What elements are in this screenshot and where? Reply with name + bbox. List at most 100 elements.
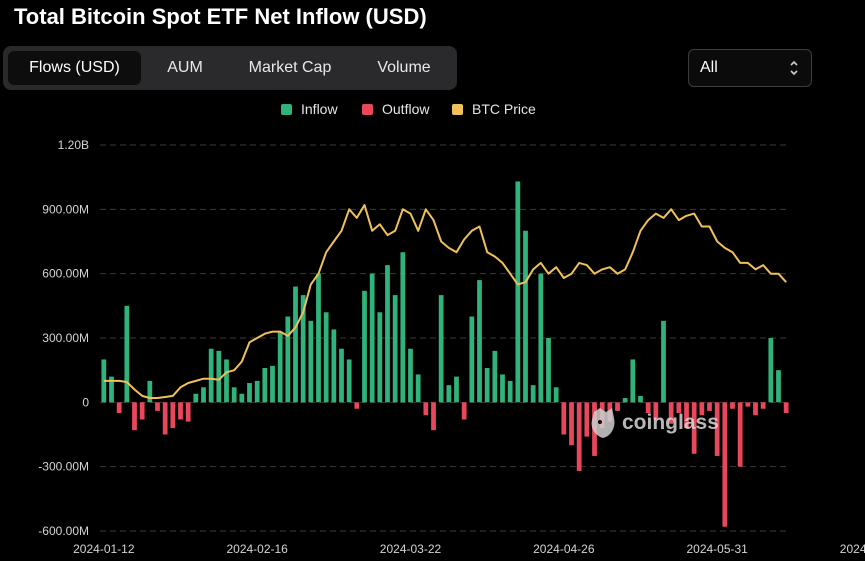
legend-item-outflow[interactable]: Outflow [362, 101, 429, 117]
outflow-bar[interactable] [170, 402, 176, 429]
outflow-bar[interactable] [584, 402, 590, 437]
outflow-bar[interactable] [760, 402, 766, 409]
outflow-bar[interactable] [783, 402, 789, 414]
inflow-bar[interactable] [400, 252, 406, 403]
inflow-bar[interactable] [530, 385, 536, 403]
outflow-bar[interactable] [116, 402, 122, 414]
x-tick-label: 2024-01-12 [73, 542, 135, 556]
inflow-bar[interactable] [638, 395, 643, 403]
inflow-bar[interactable] [454, 376, 459, 403]
inflow-bar[interactable] [201, 387, 206, 403]
inflow-bar[interactable] [661, 320, 666, 403]
outflow-bar[interactable] [576, 402, 582, 471]
inflow-bar[interactable] [323, 312, 329, 403]
inflow-bar[interactable] [239, 393, 245, 403]
tab-market-cap[interactable]: Market Cap [248, 59, 332, 76]
outflow-bar[interactable] [737, 402, 743, 467]
inflow-bar[interactable] [300, 295, 306, 403]
inflow-bar[interactable] [231, 387, 237, 403]
outflow-bar[interactable] [561, 402, 567, 435]
inflow-bar[interactable] [362, 290, 367, 403]
inflow-bar[interactable] [546, 338, 551, 403]
outflow-bar[interactable] [615, 402, 620, 411]
outflow-bar[interactable] [753, 402, 758, 416]
outflow-bar[interactable] [684, 402, 689, 429]
outflow-bar[interactable] [569, 402, 574, 446]
inflow-bar[interactable] [415, 374, 421, 403]
outflow-bar[interactable] [645, 402, 651, 414]
inflow-bar[interactable] [768, 338, 774, 403]
inflow-bar[interactable] [193, 393, 199, 403]
outflow-bar[interactable] [139, 402, 145, 420]
outflow-bar[interactable] [730, 402, 735, 409]
inflow-bar[interactable] [377, 312, 383, 403]
inflow-bar[interactable] [492, 350, 498, 403]
outflow-bar[interactable] [162, 402, 168, 435]
time-range-select[interactable]: All [688, 49, 812, 87]
inflow-bar[interactable] [622, 398, 628, 403]
inflow-bar[interactable] [776, 370, 781, 403]
inflow-bar[interactable] [285, 316, 291, 403]
outflow-bar[interactable] [745, 402, 751, 407]
inflow-bar[interactable] [293, 286, 298, 403]
inflow-bar[interactable] [369, 273, 375, 403]
inflow-bar[interactable] [515, 181, 521, 403]
outflow-bar[interactable] [691, 402, 697, 454]
coinglass-logo-icon [591, 408, 615, 438]
outflow-bar[interactable] [699, 402, 705, 416]
inflow-bar[interactable] [262, 368, 268, 403]
inflow-bar[interactable] [316, 273, 321, 403]
x-tick-label: 2024-02-16 [226, 542, 288, 556]
inflow-bar[interactable] [270, 365, 275, 403]
outflow-bar[interactable] [354, 402, 360, 409]
chevron-up-down-icon [790, 60, 798, 76]
inflow-bar[interactable] [247, 383, 252, 403]
inflow-bar[interactable] [308, 320, 314, 403]
inflow-bar[interactable] [331, 329, 337, 403]
inflow-bar[interactable] [392, 295, 398, 403]
legend-item-inflow[interactable]: Inflow [281, 101, 338, 117]
outflow-bar[interactable] [653, 402, 659, 420]
inflow-bar[interactable] [507, 380, 513, 403]
outflow-bar[interactable] [722, 402, 728, 527]
inflow-bar[interactable] [385, 265, 390, 403]
outflow-bar[interactable] [185, 402, 191, 422]
outflow-bar[interactable] [423, 402, 429, 416]
outflow-bar[interactable] [676, 402, 682, 414]
outflow-bar[interactable] [668, 402, 674, 424]
y-tick-label: 0 [82, 395, 89, 409]
outflow-bar[interactable] [431, 402, 436, 431]
tab-aum[interactable]: AUM [167, 59, 203, 76]
outflow-bar[interactable] [155, 402, 160, 411]
inflow-bar[interactable] [277, 331, 283, 403]
tab-volume[interactable]: Volume [377, 59, 431, 76]
outflow-bar[interactable] [714, 402, 720, 456]
inflow-bar[interactable] [224, 359, 229, 403]
outflow-bar[interactable] [707, 402, 712, 411]
inflow-bar[interactable] [500, 374, 505, 403]
inflow-bar[interactable] [523, 230, 528, 403]
inflow-bar[interactable] [216, 350, 222, 403]
inflow-bar[interactable] [484, 368, 490, 403]
inflow-bar[interactable] [124, 305, 130, 403]
inflow-bar[interactable] [538, 273, 544, 403]
legend-item-btc-price[interactable]: BTC Price [452, 101, 536, 117]
inflow-bar[interactable] [438, 295, 444, 403]
inflow-bar[interactable] [339, 348, 344, 403]
outflow-bar[interactable] [132, 402, 137, 431]
inflow-bar[interactable] [630, 359, 636, 403]
outflow-bar[interactable] [461, 402, 467, 420]
inflow-bar[interactable] [208, 348, 214, 403]
inflow-bar[interactable] [469, 316, 475, 403]
inflow-bar[interactable] [346, 359, 352, 403]
inflow-bar[interactable] [446, 385, 452, 403]
inflow-bar[interactable] [147, 380, 153, 403]
inflow-bar[interactable] [408, 348, 413, 403]
inflow-bar[interactable] [109, 376, 114, 403]
inflow-bar[interactable] [553, 387, 559, 403]
tab-flows-usd[interactable]: Flows (USD) [8, 51, 141, 85]
inflow-bar[interactable] [477, 280, 482, 403]
inflow-bar[interactable] [254, 380, 260, 403]
outflow-bar[interactable] [178, 402, 183, 420]
